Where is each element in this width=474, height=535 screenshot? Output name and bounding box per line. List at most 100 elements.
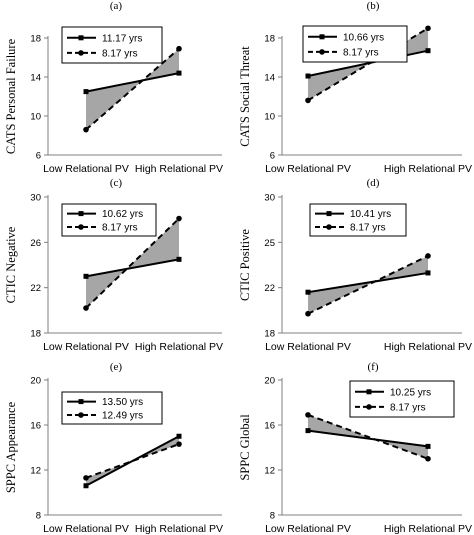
legend-marker bbox=[78, 224, 84, 230]
panel-label: (b) bbox=[367, 0, 380, 12]
y-tick-label: 14 bbox=[30, 73, 41, 84]
data-point bbox=[305, 289, 311, 295]
data-point bbox=[176, 70, 182, 76]
data-point bbox=[83, 89, 89, 95]
chart-panel-5: (e) 8 12 16 20 Low Relational PV High Relation… bbox=[4, 361, 223, 535]
x-tick-label: Low Relational PV bbox=[43, 341, 129, 353]
legend-entry: 10.25 yrs bbox=[390, 387, 431, 398]
y-tick-label: 20 bbox=[30, 376, 41, 387]
y-tick-label: 30 bbox=[264, 193, 275, 204]
series-line-1 bbox=[85, 258, 180, 278]
legend-marker bbox=[366, 404, 372, 410]
legend-box bbox=[61, 391, 163, 425]
data-point bbox=[425, 48, 431, 54]
legend-entry: 10.62 yrs bbox=[102, 209, 143, 220]
series-line-1 bbox=[85, 435, 180, 487]
chart-panel-1: (a) 6 10 14 18 Low Relational PV High Relation… bbox=[4, 0, 223, 175]
x-tick-label: Low Relational PV bbox=[43, 163, 129, 175]
y-tick-label: 6 bbox=[270, 151, 275, 162]
difference-shading-left bbox=[308, 281, 376, 314]
x-tick-label: Low Relational PV bbox=[265, 523, 351, 535]
data-point bbox=[425, 270, 431, 276]
series-line-2 bbox=[85, 47, 180, 131]
y-tick-label: 18 bbox=[30, 329, 41, 340]
data-point bbox=[176, 441, 182, 447]
y-axis-label: CATS Personal Failure bbox=[4, 38, 18, 154]
legend-marker bbox=[326, 224, 332, 230]
y-tick-label: 22 bbox=[264, 283, 275, 294]
legend-entry: 12.49 yrs bbox=[102, 411, 143, 422]
y-axis-label: SPPC Appearance bbox=[4, 401, 18, 493]
legend-entry: 11.17 yrs bbox=[102, 33, 142, 44]
legend-entry: 8.17 yrs bbox=[350, 223, 386, 234]
x-tick-label: Low Relational PV bbox=[265, 341, 351, 353]
legend-box bbox=[302, 25, 408, 63]
legend: 13.50 yrs 12.49 yrs bbox=[61, 391, 163, 425]
y-tick-label: 16 bbox=[30, 421, 41, 432]
legend-entry: 8.17 yrs bbox=[102, 223, 138, 234]
panel-label: (a) bbox=[110, 0, 123, 12]
chart-panel-6: (f) 8 12 16 20 Low Relational PV High Relation… bbox=[238, 361, 472, 535]
legend-entry: 8.17 yrs bbox=[390, 402, 426, 413]
series-line-1 bbox=[307, 429, 429, 448]
y-tick-label: 18 bbox=[264, 34, 275, 45]
data-point bbox=[425, 443, 431, 449]
x-tick-label: High Relational PV bbox=[135, 523, 223, 535]
series-line-2 bbox=[307, 413, 429, 460]
legend-marker bbox=[319, 34, 325, 40]
panel-label: (f) bbox=[368, 361, 379, 373]
data-point bbox=[83, 273, 89, 279]
data-point bbox=[305, 412, 311, 418]
y-tick-label: 18 bbox=[264, 329, 275, 340]
legend: 10.66 yrs 8.17 yrs bbox=[302, 25, 408, 63]
chart-panel-4: (d) 18 22 25 30 Low Relational PV High Relatio… bbox=[238, 177, 472, 353]
legend: 10.41 yrs 8.17 yrs bbox=[309, 203, 407, 237]
data-point bbox=[176, 433, 182, 439]
data-point bbox=[305, 310, 311, 317]
x-tick-label: High Relational PV bbox=[135, 163, 223, 175]
data-point bbox=[425, 25, 431, 32]
y-tick-label: 8 bbox=[270, 511, 275, 522]
x-tick-label: Low Relational PV bbox=[43, 523, 129, 535]
series-line-2 bbox=[85, 217, 180, 309]
data-point bbox=[305, 428, 311, 434]
legend-marker bbox=[366, 389, 372, 395]
chart-panel-2: (b) 6 10 14 18 Low Relational PV High Relation… bbox=[238, 0, 472, 175]
y-tick-label: 16 bbox=[264, 421, 275, 432]
data-point bbox=[176, 215, 182, 222]
data-point bbox=[425, 455, 431, 462]
y-tick-label: 20 bbox=[264, 376, 275, 387]
y-tick-label: 10 bbox=[30, 112, 41, 123]
legend-box bbox=[309, 203, 407, 237]
data-point bbox=[83, 483, 89, 489]
data-point bbox=[176, 45, 182, 52]
data-point bbox=[305, 97, 311, 104]
legend-box bbox=[61, 203, 157, 237]
y-axis-label: SPPC Global bbox=[238, 414, 252, 481]
legend-box bbox=[61, 26, 163, 64]
legend-entry: 13.50 yrs bbox=[102, 397, 143, 408]
x-tick-label: Low Relational PV bbox=[265, 163, 351, 175]
data-point bbox=[83, 126, 89, 133]
legend-marker bbox=[319, 49, 325, 55]
x-tick-label: High Relational PV bbox=[384, 341, 472, 353]
y-tick-label: 6 bbox=[36, 151, 41, 162]
y-tick-label: 18 bbox=[30, 34, 41, 45]
legend-marker bbox=[78, 412, 84, 418]
legend-marker bbox=[78, 211, 84, 217]
panel-label: (c) bbox=[110, 177, 123, 189]
y-tick-label: 12 bbox=[30, 466, 41, 477]
legend-marker bbox=[326, 211, 332, 217]
legend-marker bbox=[78, 35, 84, 41]
y-axis-label: CTIC Negative bbox=[4, 226, 18, 303]
chart-panel-3: (c) 18 22 26 30 Low Relational PV High Relatio… bbox=[4, 177, 223, 353]
series-line-2 bbox=[307, 27, 429, 102]
x-tick-label: High Relational PV bbox=[135, 341, 223, 353]
data-point bbox=[425, 253, 431, 259]
series-line-1 bbox=[307, 271, 429, 294]
legend-entry: 8.17 yrs bbox=[102, 48, 138, 59]
x-tick-label: High Relational PV bbox=[384, 523, 472, 535]
legend-entry: 10.41 yrs bbox=[350, 209, 391, 220]
legend: 11.17 yrs 8.17 yrs bbox=[61, 26, 163, 64]
